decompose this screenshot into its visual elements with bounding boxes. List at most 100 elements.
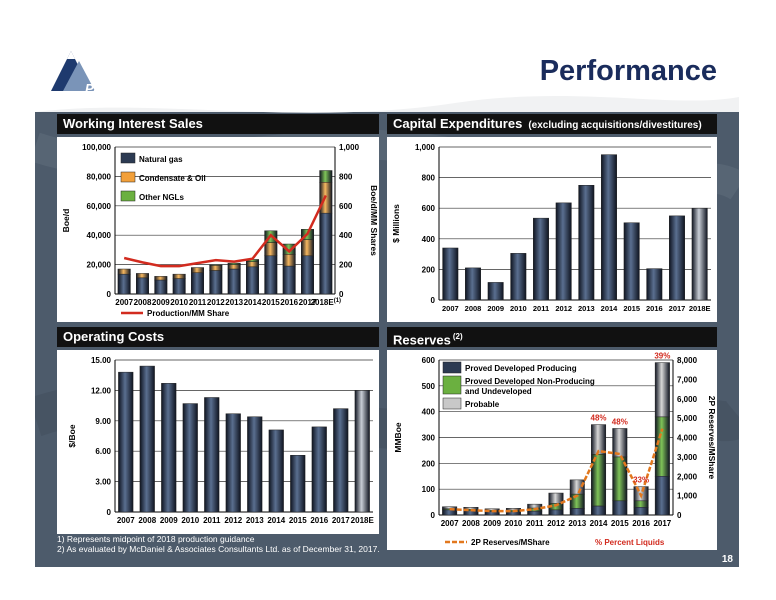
x-tick-label: 2014 (267, 516, 285, 525)
y-tick-label: 60,000 (87, 202, 112, 211)
y2-tick-label: 400 (339, 231, 353, 240)
capex-chart: 0 200 400 600 800 1,000 $ Millions 2007 2008 2009… (391, 143, 711, 313)
x-tick-label: 2017 (653, 519, 671, 528)
opcost-chart: 0 3.00 6.00 9.00 12.00 15.00 $/Boe 2007 2008 2009… (67, 356, 374, 525)
bar-1 (633, 500, 649, 508)
y-tick-label: 0 (107, 508, 112, 517)
legend-swatch (442, 397, 462, 410)
x-tick-label: 2014 (601, 304, 619, 313)
legend-label: Production/MM Share (147, 309, 230, 318)
page-number: 18 (721, 554, 733, 565)
x-tick-label: 2013 (225, 298, 243, 307)
y2-tick-label: 200 (339, 261, 353, 270)
x-tick-label: 2013 (578, 304, 595, 313)
bar-0 (548, 509, 564, 516)
bar (442, 247, 459, 301)
y-tick-label: 3.00 (95, 478, 111, 487)
x-tick-label: 2011 (533, 304, 549, 313)
bar (204, 397, 220, 513)
y-tick-label: 600 (422, 356, 436, 365)
bar (533, 217, 549, 301)
reserves-header-sup: (2) (452, 332, 463, 341)
line-series (123, 194, 327, 268)
bar-1 (301, 239, 314, 257)
y-tick-label: 0 (107, 290, 112, 299)
footnotes: 1) Represents midpoint of 2018 productio… (57, 534, 380, 554)
bar-0 (527, 510, 543, 516)
reserves-header: Reserves (2) (387, 327, 717, 347)
bar-0 (154, 279, 168, 295)
opcost-chart-panel: 0 3.00 6.00 9.00 12.00 15.00 $/Boe 2007 2008 2009… (57, 350, 379, 534)
bar (247, 416, 263, 513)
x-tick-label: 2009 (483, 519, 501, 528)
bar (182, 403, 198, 513)
x-tick-label: 2015 (289, 516, 307, 525)
bar-0 (654, 476, 670, 516)
x-tick-label: 2011 (203, 516, 221, 525)
y-tick-label: 400 (422, 408, 436, 417)
bar-2 (612, 428, 628, 458)
x-tick-label: 2017 (669, 304, 686, 313)
y2-tick-label: 1,000 (677, 492, 698, 501)
x-tick-label: 2011 (189, 298, 207, 307)
bar-2 (654, 362, 670, 418)
legend-label: 2P Reserves/MShare (471, 538, 550, 547)
bar-1 (209, 265, 223, 271)
y-axis-label: $ Millions (391, 204, 401, 243)
slide: Paramount resources ltd. Performance Wor… (35, 37, 739, 567)
bar-2 (282, 243, 296, 255)
bar-0 (591, 505, 607, 516)
capex-header-text: Capital Expenditures (393, 116, 523, 131)
company-logo: Paramount resources ltd. (35, 37, 175, 107)
x-tick-label: 2008 (138, 516, 156, 525)
y2-axis-label: Boe/d/MM Shares (369, 185, 379, 256)
logo-name: Paramount (85, 81, 153, 96)
bar-2 (442, 506, 458, 510)
x-tick-label: 2016 (646, 304, 663, 313)
bar-0 (264, 255, 278, 295)
x-tick-label: 2013 (246, 516, 264, 525)
x-tick-label: 2014 (244, 298, 262, 307)
bar-1 (172, 273, 186, 279)
y-tick-label: 0 (431, 511, 436, 520)
x-tick-label: 2009 (160, 516, 178, 525)
legend-swatch (442, 361, 462, 374)
page-title: Performance (539, 55, 717, 87)
bar (354, 390, 370, 513)
y-tick-label: 100 (422, 485, 436, 494)
bar-0 (227, 268, 241, 295)
x-tick-label: 2015 (611, 519, 629, 528)
bar (601, 154, 617, 301)
bar (646, 268, 663, 301)
capex-header-sub: (excluding acquisitions/divestitures) (528, 120, 702, 131)
bar (118, 371, 134, 513)
percent-label: 48% (612, 417, 628, 426)
y-tick-label: 600 (422, 204, 436, 213)
sales-header-text: Working Interest Sales (63, 116, 203, 131)
y-tick-label: 400 (422, 235, 436, 244)
y-tick-label: 800 (422, 174, 436, 183)
bar-0 (246, 266, 259, 295)
bar-1 (282, 254, 296, 267)
x-tick-label: 2007 (117, 516, 135, 525)
sales-header: Working Interest Sales (57, 114, 379, 134)
y-tick-label: 500 (422, 382, 436, 391)
bar-2 (548, 492, 564, 504)
y2-axis-label: 2P Reserves/MShare (707, 396, 717, 480)
y-tick-label: 20,000 (87, 261, 112, 270)
y2-tick-label: 600 (339, 202, 353, 211)
bar-0 (282, 265, 296, 295)
x-tick-label: 2009 (152, 298, 170, 307)
sales-chart-panel: 0 20,000 40,000 60,000 80,000 100,000 Boe/d 0 20… (57, 137, 379, 322)
y2-tick-label: 4,000 (677, 434, 698, 443)
legend-swatch (120, 190, 136, 202)
footnote-1: 1) Represents midpoint of 2018 productio… (57, 534, 255, 544)
y2-tick-label: 3,000 (677, 453, 698, 462)
x-tick-label: 2012 (224, 516, 242, 525)
x-tick-label: 2018E (689, 304, 711, 313)
legend-label: Other NGLs (139, 193, 184, 202)
x-tick-label: 2010 (170, 298, 188, 307)
x-tick-label: 2016 (310, 516, 328, 525)
line-series (449, 428, 664, 513)
x-tick-label: 2016 (280, 298, 298, 307)
